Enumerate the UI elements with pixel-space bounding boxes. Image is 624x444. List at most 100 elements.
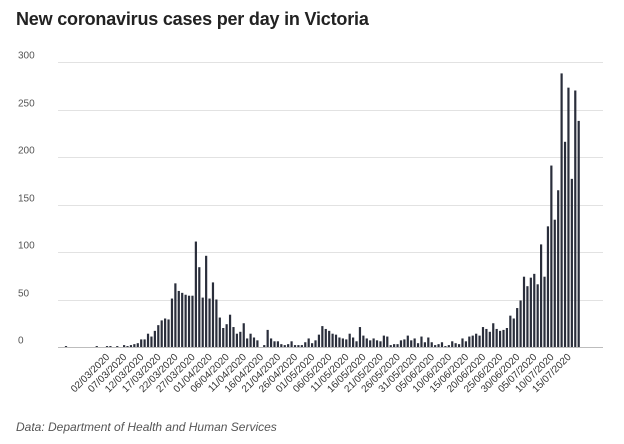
bar [341,338,344,347]
bar [475,333,478,347]
bar [252,337,256,347]
bar [211,282,215,347]
bar [536,284,539,347]
bar [382,335,385,347]
bar [416,343,420,347]
chart-title: New coronavirus cases per day in Victori… [16,9,369,29]
bar [140,339,143,347]
bar [184,294,187,347]
bar [505,328,509,347]
bar [232,327,235,347]
bar [430,342,433,347]
bar [170,298,174,347]
bar [307,338,310,347]
bar [485,328,488,347]
bar [297,345,300,347]
bar [427,337,430,347]
bar [249,333,252,347]
bar [396,344,399,347]
bar [386,336,389,347]
bar [321,326,324,347]
bar [256,340,259,347]
bar [563,141,567,347]
bar [454,343,457,347]
bar [358,327,362,347]
bar [399,340,403,347]
bar [403,339,406,347]
bar [457,344,461,347]
bar [567,87,570,348]
bar [126,346,129,347]
bar [440,342,444,347]
bar [478,335,481,347]
bar [447,345,450,347]
bar [481,327,485,347]
bar [492,323,495,347]
bar [406,335,409,347]
source-note: Data: Department of Health and Human Ser… [16,420,277,434]
bar [105,346,109,347]
bar [348,333,351,347]
bar [526,286,529,347]
bar [167,319,170,347]
bar [215,299,218,347]
bar [208,298,211,347]
bar [577,120,580,348]
bar [423,342,426,347]
bar [334,334,338,347]
bar [273,341,276,347]
bar [263,345,266,347]
bar [546,226,550,347]
bar [495,328,498,347]
bar [471,335,474,347]
bar [143,339,146,347]
bar [488,331,491,347]
bar [129,345,133,347]
bar [362,335,365,347]
bar [123,345,126,347]
bar [389,345,392,347]
bar [468,336,471,347]
bar [372,338,375,347]
y-tick-label: 200 [18,146,35,157]
bar [324,328,327,347]
bar [317,334,321,347]
bar [355,341,358,347]
bar [540,244,543,347]
bar [574,90,577,347]
bar [280,344,283,347]
y-tick-label: 150 [18,194,35,205]
bar [283,345,286,347]
bar [509,315,512,347]
bar [194,241,197,347]
bar [181,292,184,347]
bar [434,345,437,347]
bar [187,295,191,347]
bar [150,336,153,347]
bar [177,290,180,347]
bar [502,329,505,347]
y-tick-label: 50 [18,289,30,300]
bar [239,331,242,347]
bar [338,337,341,347]
bar [133,344,136,347]
bar [174,283,177,347]
x-axis-tick-labels: 02/03/202007/03/202012/03/202017/03/2020… [69,352,574,395]
bar [444,346,447,347]
bar [464,341,468,347]
bar [164,318,167,347]
y-tick-label: 300 [18,51,35,62]
bar [228,314,232,347]
bar [160,320,163,347]
bar [266,329,269,347]
y-tick-label: 250 [18,99,35,110]
gridlines [58,62,603,348]
bar [235,333,238,347]
bar [560,73,563,348]
bar [379,341,382,347]
bar [437,344,440,347]
bar [543,276,546,347]
bar-chart: 0 50 100 150 200 250 300 02/03/202007/03/20201… [18,51,603,395]
bar [328,330,331,347]
bar [153,330,156,347]
